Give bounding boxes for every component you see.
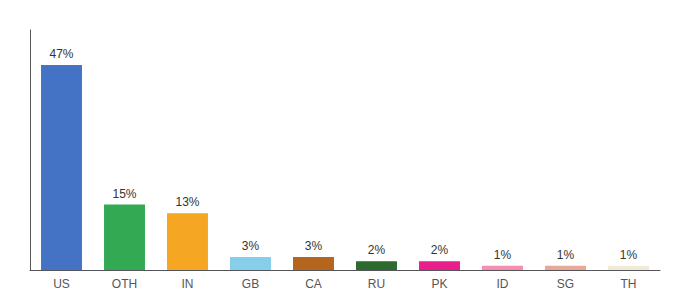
svg-text:GB: GB	[242, 277, 259, 291]
svg-text:47%: 47%	[49, 47, 73, 61]
svg-text:PK: PK	[431, 277, 447, 291]
svg-text:CA: CA	[305, 277, 322, 291]
svg-text:1%: 1%	[620, 248, 638, 262]
svg-text:13%: 13%	[175, 195, 199, 209]
svg-text:2%: 2%	[431, 243, 449, 257]
svg-text:TH: TH	[621, 277, 637, 291]
svg-text:SG: SG	[557, 277, 574, 291]
svg-text:RU: RU	[368, 277, 385, 291]
svg-text:1%: 1%	[557, 248, 575, 262]
svg-text:2%: 2%	[368, 243, 386, 257]
svg-text:OTH: OTH	[112, 277, 137, 291]
svg-text:15%: 15%	[112, 187, 136, 201]
svg-text:3%: 3%	[242, 239, 260, 253]
svg-text:US: US	[53, 277, 70, 291]
svg-text:IN: IN	[182, 277, 194, 291]
svg-text:3%: 3%	[305, 239, 323, 253]
svg-text:ID: ID	[497, 277, 509, 291]
svg-text:1%: 1%	[494, 248, 512, 262]
